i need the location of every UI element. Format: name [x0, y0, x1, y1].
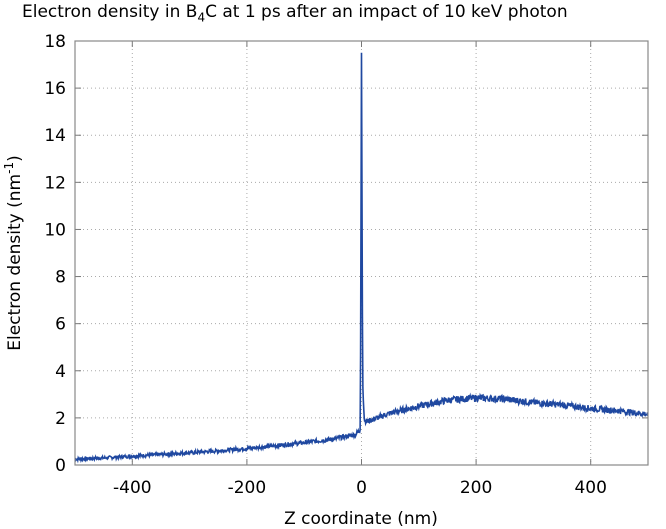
x-axis-label: Z coordinate (nm)	[284, 509, 438, 529]
x-tick-label: 400	[574, 478, 606, 498]
y-tick-label: 12	[44, 173, 66, 193]
plot-frame	[74, 40, 649, 466]
y-tick-label: 10	[44, 220, 66, 240]
x-tick-label: -200	[228, 478, 267, 498]
y-tick-label: 8	[55, 268, 66, 288]
y-tick-label: 18	[44, 32, 66, 52]
axis-ticks: 0 2 4 6 8 10 12 14 16 18 -400 -200 0 200 400	[44, 32, 648, 498]
x-tick-label: 0	[356, 478, 367, 498]
y-axis-label: Electron density (nm-1)	[2, 155, 25, 350]
x-tick-label: -400	[113, 478, 152, 498]
y-tick-label: 16	[44, 79, 66, 99]
y-tick-label: 2	[55, 409, 66, 429]
y-tick-label: 4	[55, 362, 66, 382]
y-tick-label: 14	[44, 126, 66, 146]
density-series-line	[74, 52, 649, 464]
y-tick-label: 0	[55, 456, 66, 476]
chart-title: Electron density in B4C at 1 ps after an…	[22, 2, 568, 25]
x-tick-label: 200	[460, 478, 492, 498]
y-tick-label: 6	[55, 315, 66, 335]
